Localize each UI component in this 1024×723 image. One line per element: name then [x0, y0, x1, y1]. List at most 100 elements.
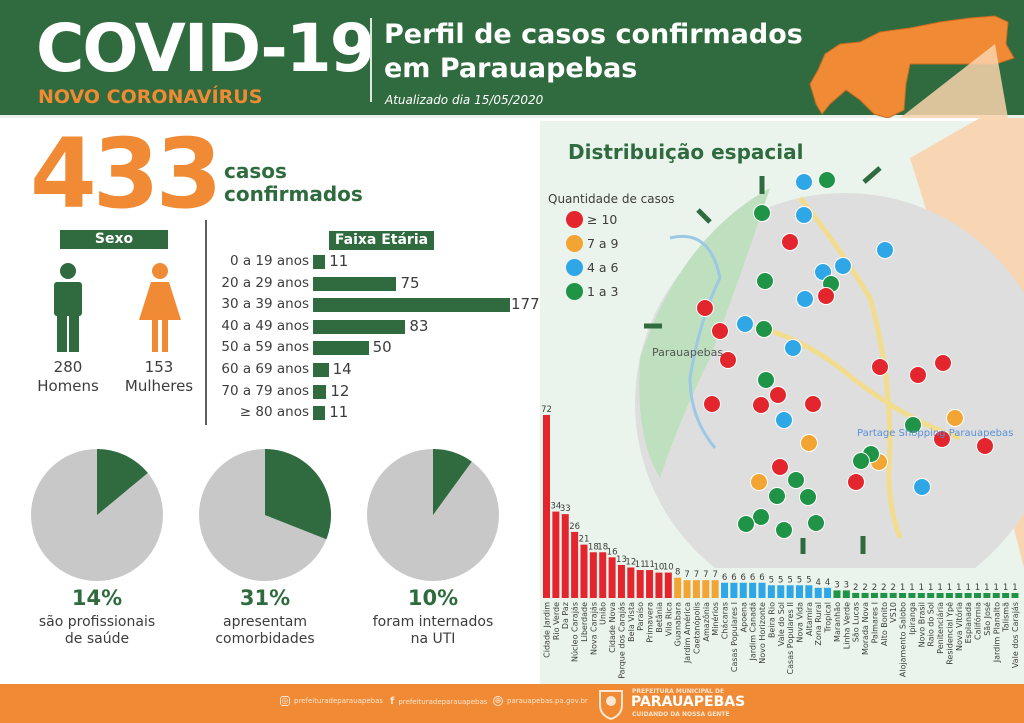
bar-alto-bonito	[880, 592, 888, 598]
pie-description: apresentam comorbidades	[180, 614, 350, 648]
legend-item-7to9: 7 a 9	[566, 235, 619, 252]
map-case-marker	[703, 395, 721, 413]
age-section-title: Faixa Etária	[329, 231, 434, 250]
map-case-marker	[752, 396, 770, 414]
bar-value-label: 21	[579, 535, 590, 545]
map-case-marker	[753, 204, 771, 222]
age-bar-value: 12	[330, 381, 350, 400]
logo-name: PARAUAPEBAS	[631, 694, 746, 710]
pie-desc-line2: comorbidades	[215, 631, 315, 647]
bar-rio-verde	[552, 511, 560, 598]
map-case-marker	[768, 487, 786, 505]
bar-raio-do-sol	[927, 593, 935, 598]
bar-value-label: 26	[569, 522, 580, 532]
bar-value-label: 1	[1003, 583, 1008, 593]
footer-website[interactable]: ⊕ parauapebas.pa.gov.br	[493, 696, 588, 706]
age-bar	[313, 384, 327, 399]
age-bar	[313, 341, 369, 356]
age-group-label: 70 a 79 anos	[221, 382, 309, 399]
map-case-marker	[913, 478, 931, 496]
bar-category-label: Beira Rio	[767, 602, 776, 638]
bar-category-label: Nova Vida	[795, 602, 804, 643]
bar-category-label: Caetanópolis	[691, 602, 701, 654]
map-svg: Parauapebas Partage Shopping Parauapebas	[635, 118, 1024, 568]
bar-category-label: Zona Rural	[814, 602, 823, 646]
bar-value-label: 1	[975, 583, 980, 593]
bar-category-label: Raio do Sol	[927, 602, 936, 647]
bar-esplanada	[964, 593, 972, 598]
age-group-label: 40 a 49 anos	[221, 317, 309, 334]
bar-value-label: 33	[560, 504, 571, 514]
bar-category-label: Apoena	[739, 602, 748, 632]
map-case-marker	[756, 272, 774, 290]
map-case-marker	[784, 339, 802, 357]
legend-dot-red	[566, 211, 583, 228]
map-case-marker	[755, 320, 773, 338]
bar-primavera	[646, 570, 654, 598]
profile-title-line1: Perfil de casos confirmados	[384, 19, 803, 50]
male-icon	[54, 263, 82, 352]
bar-uni-o	[599, 552, 607, 598]
map-case-marker	[799, 488, 817, 506]
female-icon	[139, 263, 181, 352]
bar-talism-	[1002, 593, 1010, 598]
pie-desc-line1: foram internados	[372, 614, 494, 630]
bar-apoena	[739, 582, 747, 598]
map-case-marker	[807, 514, 825, 532]
bar-value-label: 1	[956, 583, 961, 593]
age-group-label: 20 a 29 anos	[221, 274, 309, 291]
bar-novo-horizonte	[758, 582, 766, 598]
bar-category-label: Linha Verde	[842, 602, 851, 649]
bar-category-label: Betânia	[655, 602, 664, 633]
bar-ipiranga	[908, 593, 916, 598]
main-subtitle: NOVO CORONAVÍRUS	[38, 86, 263, 108]
total-cases: 433	[30, 118, 222, 230]
pie-desc-line2: na UTI	[410, 631, 456, 647]
map-case-marker	[781, 233, 799, 251]
bar-value-label: 4	[825, 578, 830, 588]
total-cases-label: casos confirmados	[224, 160, 363, 206]
bar-category-label: Jardim Canadá	[749, 602, 758, 662]
section-divider	[205, 220, 207, 425]
bar-n-cleo-caraj-s	[571, 531, 579, 598]
bar-category-label: Novo Horizonte	[758, 602, 767, 664]
main-title: COVID-19	[36, 10, 376, 87]
header-divider	[370, 18, 372, 102]
profile-title-line2: em Parauapebas	[384, 53, 638, 84]
facebook-handle: prefeituradeparauapebas	[398, 697, 488, 706]
age-bar-value: 11	[329, 403, 349, 422]
bar-amaz-nia	[702, 580, 710, 598]
bar-category-label: Núcleo Carajás	[571, 602, 580, 662]
bar-s-o-lucas	[852, 592, 860, 598]
map-case-marker	[852, 452, 870, 470]
bar-category-label: Ipiranga	[908, 602, 917, 635]
bar-category-label: Jardim América	[682, 602, 692, 664]
bar-category-label: VS10	[889, 602, 898, 623]
bar-value-label: 3	[834, 580, 839, 590]
bar-value-label: 7	[694, 570, 699, 580]
women-count: 153	[144, 358, 174, 376]
bar-category-label: Paraíso	[636, 602, 645, 631]
map-case-marker	[775, 411, 793, 429]
footer-instagram[interactable]: ◎ prefeituradeparauapebas	[280, 696, 383, 706]
bar-category-label: Guanabara	[674, 602, 683, 646]
bar-value-label: 5	[769, 575, 774, 585]
bar-category-label: Maranhão	[833, 602, 842, 642]
bar-category-label: Bela Vista	[627, 602, 636, 642]
map-case-marker	[775, 521, 793, 539]
bar-value-label: 18	[597, 542, 608, 552]
city-coat-of-arms-icon	[599, 690, 623, 720]
bar-value-label: 8	[675, 568, 680, 578]
bar-casas-populares-i	[730, 582, 738, 598]
map-case-marker	[904, 416, 922, 434]
bar-min-rios	[711, 580, 719, 598]
map-case-marker	[876, 241, 894, 259]
map-case-marker	[946, 409, 964, 427]
legend-dot-blue	[566, 259, 583, 276]
bar-value-label: 2	[853, 583, 858, 593]
bar-category-label: Nova Vitória	[954, 602, 964, 651]
bar-value-label: 7	[712, 570, 717, 580]
map-road-pa275	[759, 325, 961, 441]
footer-facebook[interactable]: f prefeituradeparauapebas	[390, 696, 487, 707]
